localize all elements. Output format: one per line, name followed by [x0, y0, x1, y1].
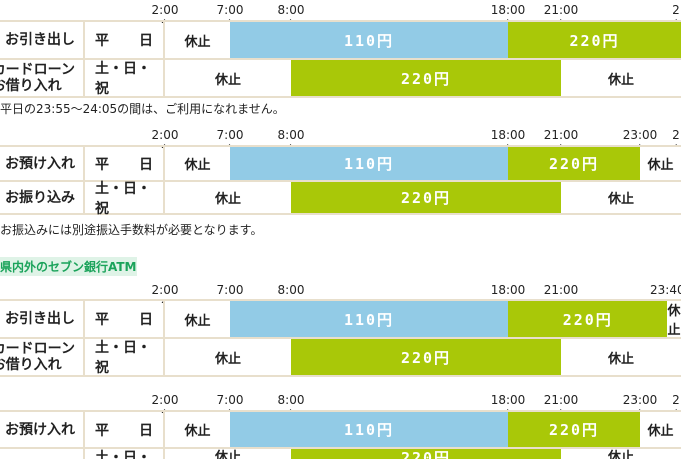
time-tick-label: 23:00	[622, 128, 658, 148]
fee-segment: 220円	[508, 147, 640, 182]
time-tick-label: 18:00	[490, 3, 526, 23]
fee-segment: 220円	[291, 182, 561, 215]
time-tick-label: 8:00	[277, 393, 305, 413]
time-tick-label: 8:00	[277, 128, 305, 148]
time-tick-label: 7:00	[216, 283, 244, 303]
table-top-border	[0, 299, 681, 301]
closed-segment: 休止	[165, 412, 230, 449]
service-label: お引き出し	[0, 22, 85, 60]
service-label: お振り込み	[0, 182, 85, 215]
fee-segment: 220円	[508, 412, 640, 449]
closed-segment: 休止	[561, 449, 681, 459]
day-type-text: 平	[95, 312, 109, 328]
day-type-text: 土・日・祝	[95, 61, 151, 97]
time-tick-label: 2:00	[151, 393, 179, 413]
day-type-text: 日	[139, 312, 153, 328]
service-label	[0, 449, 85, 459]
time-tick-label: 2	[672, 128, 680, 148]
time-tick-label: 2:00	[151, 3, 179, 23]
time-tick-label: 2	[672, 3, 680, 23]
time-tick-label: 2:00	[151, 128, 179, 148]
fee-segment: 110円	[230, 147, 508, 182]
day-type-text: 日	[139, 156, 153, 173]
table-top-border	[0, 410, 681, 412]
time-tick-label: 21:00	[543, 3, 579, 23]
day-type-label: 土・日・祝	[85, 181, 165, 217]
service-label: お預け入れ	[0, 412, 85, 449]
fee-segment: 220円	[508, 301, 668, 339]
time-tick-label: 7:00	[216, 393, 244, 413]
time-tick-label: 7:00	[216, 128, 244, 148]
day-type-text: 日	[139, 33, 153, 49]
footnote: お振込みには別途振込手数料が必要となります。	[0, 223, 263, 237]
time-tick-label: 21:00	[543, 393, 579, 413]
footnote: 平日の23:55〜24:05の間は、ご利用になれません。	[0, 102, 285, 116]
time-tick-label: 18:00	[490, 283, 526, 303]
closed-segment: 休止	[165, 60, 291, 98]
time-tick-label: 21:00	[543, 128, 579, 148]
table-top-border	[0, 145, 681, 147]
time-tick-label: 23:00	[622, 393, 658, 413]
closed-segment: 休止	[165, 449, 291, 459]
time-tick-label: 7:00	[216, 3, 244, 23]
day-type-label: 平日	[85, 301, 165, 339]
day-type-text: 土・日・祝	[95, 180, 151, 217]
day-type-label: 平日	[85, 147, 165, 182]
time-tick-label: 21:00	[543, 283, 579, 303]
day-type-text: 土・日・祝	[95, 450, 151, 459]
day-type-text: 日	[139, 422, 153, 439]
day-type-label: 土・日・祝	[85, 60, 165, 98]
closed-segment: 休止	[165, 301, 230, 339]
day-type-label: 平日	[85, 22, 165, 60]
closed-segment: 休止	[561, 339, 681, 377]
day-type-text: 平	[95, 156, 109, 173]
time-tick-label: 2:00	[151, 283, 179, 303]
day-type-text: 土・日・祝	[95, 340, 151, 376]
closed-segment: 休止	[165, 339, 291, 377]
day-type-text: 平	[95, 422, 109, 439]
time-tick-label: 8:00	[277, 3, 305, 23]
fee-segment: 220円	[291, 449, 561, 459]
service-label: お引き出し	[0, 301, 85, 339]
time-tick-label: 8:00	[277, 283, 305, 303]
day-type-label: 平日	[85, 412, 165, 449]
closed-segment: 休止	[640, 147, 681, 182]
fee-segment: 110円	[230, 22, 508, 60]
time-tick-label: 18:00	[490, 128, 526, 148]
fee-segment: 220円	[291, 339, 561, 377]
closed-segment: 休止	[561, 182, 681, 215]
fee-segment: 110円	[230, 412, 508, 449]
closed-segment: 休止	[640, 412, 681, 449]
day-type-label: 土・日・祝	[85, 449, 165, 459]
table-top-border	[0, 20, 681, 22]
service-label: カードローン お借り入れ	[0, 339, 85, 377]
closed-segment: 休止	[667, 301, 681, 339]
closed-segment: 休止	[165, 22, 230, 60]
day-type-label: 土・日・祝	[85, 339, 165, 377]
day-type-text: 平	[95, 33, 109, 49]
fee-segment: 220円	[291, 60, 561, 98]
time-tick-label: 18:00	[490, 393, 526, 413]
fee-segment: 220円	[508, 22, 681, 60]
section-header: 県内外のセブン銀行ATM	[0, 257, 137, 276]
service-label: お預け入れ	[0, 147, 85, 182]
service-label: カードローン お借り入れ	[0, 60, 85, 98]
closed-segment: 休止	[165, 147, 230, 182]
closed-segment: 休止	[165, 182, 291, 215]
closed-segment: 休止	[561, 60, 681, 98]
time-tick-label: 23:40	[650, 283, 681, 303]
time-tick-label: 2	[672, 393, 680, 413]
fee-segment: 110円	[230, 301, 508, 339]
